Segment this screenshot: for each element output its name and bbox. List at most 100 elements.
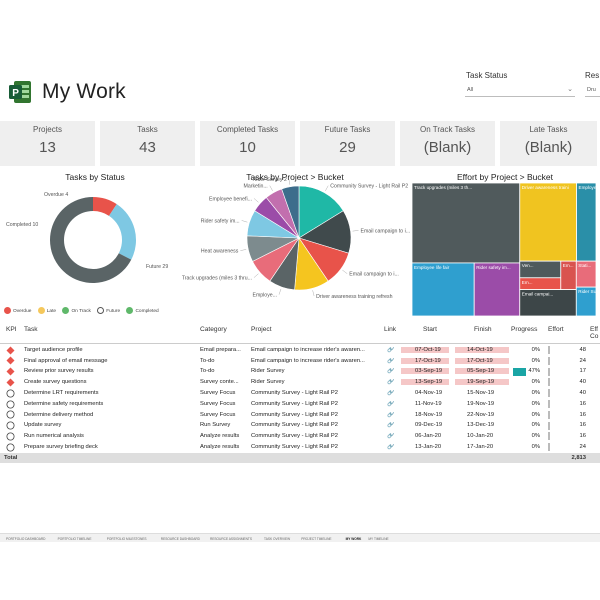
future-circle-icon [6,432,16,442]
task-category: Survey conte... [200,379,239,386]
header-effort-complete[interactable]: Eff Co [590,326,599,340]
header-finish[interactable]: Finish [474,326,492,333]
page-tab-portfolio-milestones[interactable]: PORTFOLIO MILESTONES [106,536,147,541]
report-page-tabs: PORTFOLIO DASHBOARD PORTFOLIO TIMELINE POR… [0,533,600,542]
pie-slice[interactable] [281,185,300,239]
legend-label: Late [46,308,57,314]
treemap-tile[interactable] [411,262,475,317]
table-row[interactable]: Determine delivery method Survey Focus Com… [0,410,600,421]
report-header: P My Work Task Status All ⌄ Res Dru [0,68,600,114]
pie-leader-line [312,290,315,297]
link-icon[interactable]: 🔗 [387,368,395,375]
header-task[interactable]: Task [24,326,38,333]
resource-dropdown[interactable]: Dru [585,84,600,97]
link-icon[interactable]: 🔗 [387,400,395,407]
treemap-tile[interactable] [519,289,577,317]
task-status-value: All [467,87,474,93]
legend-label: On Track [71,308,91,314]
pie-label: Rider Survey 2 [253,177,287,183]
pie-leader-line [278,288,282,295]
legend-swatch [62,307,70,314]
donut-slice-overdue[interactable] [93,197,117,216]
table-row[interactable]: Create survey questions Survey conte... Ri… [0,377,600,388]
link-icon[interactable]: 🔗 [387,379,395,386]
donut-label-completed: Completed 10 [6,222,38,228]
link-icon[interactable]: 🔗 [387,411,395,418]
treemap-label: Em... [563,263,574,268]
task-progress: 0% [531,389,540,396]
table-row[interactable]: Prepare survey briefing deck Analyze resu… [0,442,600,453]
legend-item-future[interactable]: Future [97,307,120,314]
task-project: Community Survey - Light Rail P2 [251,433,338,440]
task-progress: 47% [528,368,540,375]
kpi-value: 13 [39,139,56,156]
header-effort[interactable]: Effort [548,326,564,333]
page-tab-resource-assignments[interactable]: RESOURCE ASSIGNMENTS [210,536,252,541]
legend-item-completed[interactable]: Completed [126,307,159,314]
tasks-by-project-pie[interactable]: Community Survey - Light Rail P2 Email ca… [182,177,410,312]
treemap-tile[interactable] [576,182,597,262]
overdue-diamond-icon [6,356,16,366]
header-start[interactable]: Start [423,326,437,333]
treemap-tile[interactable] [575,286,597,317]
treemap-tile[interactable] [473,262,521,317]
effort-treemap[interactable]: Track upgrades (miles 3 th... Employee li… [411,182,599,317]
task-project: Email campaign to increase rider's aware… [251,346,365,353]
task-start: 13-Jan-20 [415,443,442,450]
legend-item-late[interactable]: Late [37,307,57,314]
kpi-value: 10 [239,139,256,156]
donut-slice-completed[interactable] [109,204,136,260]
pie-leader-line [253,273,259,278]
kpi-label: Completed Tasks [216,125,279,134]
table-row[interactable]: Determine LRT requirements Survey Focus Co… [0,388,600,399]
page-tab-my-work[interactable]: MY WORK [345,536,362,541]
tasks-by-status-donut[interactable]: Overdue 4 Completed 10 Future 29 [0,182,200,312]
table-row[interactable]: Determine safety requirements Survey Focu… [0,399,600,410]
treemap-label: Em... [522,280,533,285]
header-category[interactable]: Category [200,326,227,333]
page-tab-my-timeline[interactable]: MY TIMELINE [368,536,389,541]
header-progress[interactable]: Progress [511,326,538,333]
link-icon[interactable]: 🔗 [387,389,395,396]
treemap-tile[interactable] [411,182,521,264]
table-row[interactable]: Update survey Run Survey Community Survey … [0,421,600,432]
effort-bar [548,389,550,398]
header-link[interactable]: Link [384,326,397,333]
table-row[interactable]: Target audience profile Email prepara... E… [0,345,600,356]
task-category: Survey Focus [200,389,236,396]
link-icon[interactable]: 🔗 [387,422,395,429]
pie-label: Employe... [252,293,277,299]
page-tab-portfolio-timeline[interactable]: PORTFOLIO TIMELINE [57,536,92,541]
pie-slice[interactable] [298,185,344,239]
treemap-label: Rider safety im... [476,265,510,270]
link-icon[interactable]: 🔗 [387,346,395,353]
task-project: Rider Survey [251,379,285,386]
task-effort: 16 [579,433,586,440]
header-project[interactable]: Project [251,326,272,333]
header-kpi[interactable]: KPI [6,326,17,333]
page-tab-resource-dashboard[interactable]: RESOURCE DASHBOARD [160,536,200,541]
page-tab-task-overview[interactable]: TASK OVERVIEW [264,536,291,541]
task-status-dropdown[interactable]: All ⌄ [465,84,575,97]
table-row[interactable]: Final approval of email message To-do Emai… [0,356,600,367]
page-tab-portfolio-dashboard[interactable]: PORTFOLIO DASHBOARD [6,536,46,541]
link-icon[interactable]: 🔗 [387,443,395,450]
legend-item-on-track[interactable]: On Track [62,307,91,314]
page-tab-project-timeline[interactable]: PROJECT TIMELINE [301,536,332,541]
table-row[interactable]: Review prior survey results To-do Rider Su… [0,367,600,378]
link-icon[interactable]: 🔗 [387,357,395,364]
treemap-tile[interactable] [519,182,577,262]
link-icon[interactable]: 🔗 [387,433,395,440]
legend-label: Future [106,308,121,314]
task-effort: 16 [579,400,586,407]
pie-label: Rider safety im... [201,218,240,224]
project-app-icon: P [9,81,31,103]
pie-label: Track upgrades (miles 3 thru... [182,276,252,282]
total-effort: 2,813 [571,455,586,461]
table-row[interactable]: Run numerical analysis Analyze results Com… [0,431,600,442]
task-project: Email campaign to increase rider's aware… [251,357,365,364]
task-project: Community Survey - Light Rail P2 [251,411,338,418]
donut-slice-future[interactable] [50,197,132,283]
task-finish: 05-Sep-19 [455,368,509,375]
legend-item-overdue[interactable]: Overdue [4,307,31,314]
